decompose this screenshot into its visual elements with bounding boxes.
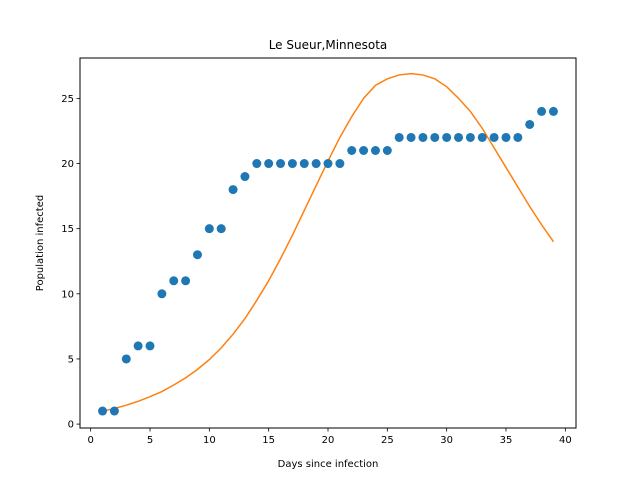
y-tick-label: 25 [61, 94, 74, 105]
y-tick-label: 0 [68, 420, 74, 431]
data-point [335, 159, 345, 169]
y-axis-label: Population infected [35, 195, 46, 291]
data-point [370, 146, 380, 155]
data-point [145, 341, 155, 351]
data-point [311, 159, 321, 169]
x-tick-label: 10 [203, 435, 216, 446]
data-point [157, 289, 167, 299]
x-tick-label: 35 [500, 435, 513, 446]
data-point [501, 132, 511, 142]
data-point [525, 119, 535, 129]
data-point [406, 132, 416, 142]
data-point [98, 406, 108, 416]
x-tick-label: 20 [322, 435, 335, 446]
data-point [299, 159, 309, 169]
y-axis: 0 5 10 15 20 25 [61, 94, 80, 431]
data-point [204, 224, 214, 234]
data-point [418, 132, 428, 142]
x-tick-label: 40 [559, 435, 572, 446]
data-point [240, 172, 250, 182]
data-point [287, 159, 297, 169]
data-point [276, 159, 286, 169]
data-point [121, 354, 131, 364]
x-tick-label: 25 [381, 435, 394, 446]
x-axis: 0 5 10 15 20 25 30 35 40 [87, 428, 572, 446]
data-point [394, 132, 404, 142]
y-tick-label: 10 [61, 289, 74, 300]
y-tick-label: 15 [61, 224, 74, 235]
data-point [264, 159, 274, 169]
x-tick-label: 0 [87, 435, 93, 446]
data-point [252, 159, 262, 169]
plot-area [98, 72, 558, 416]
data-point [359, 146, 369, 155]
data-point [442, 132, 452, 142]
data-point [228, 185, 238, 195]
x-axis-label: Days since infection [278, 459, 379, 470]
x-tick-label: 30 [440, 435, 453, 446]
data-point [430, 132, 440, 142]
data-point [465, 132, 475, 142]
x-tick-label: 15 [262, 435, 275, 446]
data-point [169, 276, 179, 286]
data-point [323, 159, 333, 169]
data-point [216, 224, 226, 234]
data-point [347, 146, 357, 155]
y-tick-label: 20 [61, 159, 74, 170]
data-point [133, 341, 143, 351]
data-point [513, 132, 523, 142]
data-point [548, 106, 558, 116]
data-point [477, 132, 487, 142]
chart-title: Le Sueur,Minnesota [269, 38, 388, 52]
data-point [454, 132, 464, 142]
data-point [537, 106, 547, 116]
data-point [192, 250, 202, 260]
data-point [109, 406, 119, 416]
x-tick-label: 5 [147, 435, 153, 446]
y-tick-label: 5 [68, 354, 74, 365]
data-point [382, 146, 392, 155]
data-point [181, 276, 191, 286]
data-point [489, 132, 499, 142]
